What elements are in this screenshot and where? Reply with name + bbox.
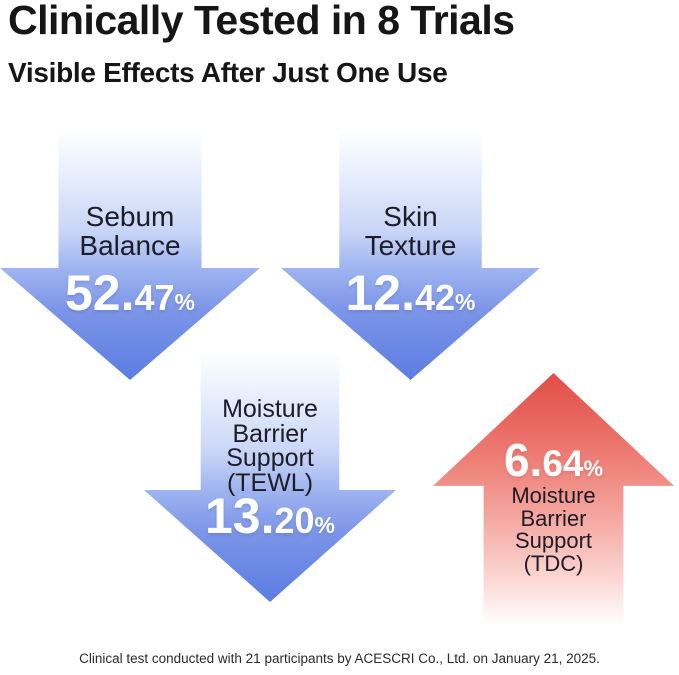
metric-value-decimal: 42 [415, 277, 456, 318]
metric-value-decimal: 47 [134, 277, 175, 318]
metric-label-line: Support [226, 444, 314, 472]
metric-label: Moisture Barrier Support (TDC) [433, 483, 674, 576]
metric-value-integer: 12. [345, 265, 415, 321]
metric-value: 52.47% [0, 268, 260, 318]
metric-value-decimal: 64 [542, 443, 584, 484]
percent-sign: % [583, 456, 604, 481]
percent-sign: % [314, 512, 335, 538]
metric-value: 6.64% [433, 437, 674, 483]
metric-value: 12.42% [281, 268, 540, 318]
metric-label-line: (TEWL) [226, 468, 314, 497]
metric-label-line: Texture [364, 230, 457, 261]
metric-label-line: Moisture [222, 395, 318, 423]
metric-value: 13.20% [144, 491, 396, 541]
metric-value-decimal: 20 [274, 500, 315, 541]
metric-label-line: (TDC) [523, 550, 584, 576]
metric-arrow-skin-texture: Skin Texture 12.42% [281, 130, 540, 380]
metric-label-line: Support [514, 528, 593, 553]
metric-label-line: Balance [79, 230, 181, 261]
metric-arrow-moisture-barrier-tdc: 6.64% Moisture Barrier Support (TDC) [433, 373, 674, 625]
metric-label-line: Barrier [232, 419, 308, 448]
metric-label: Moisture Barrier Support (TEWL) [144, 397, 396, 495]
metric-arrow-sebum-balance: Sebum Balance 52.47% [0, 130, 260, 380]
metric-arrow-moisture-barrier-tewl: Moisture Barrier Support (TEWL) 13.20% [144, 352, 396, 602]
metric-label: Skin Texture [281, 202, 540, 260]
metric-label: Sebum Balance [0, 202, 260, 260]
metric-label-line: Skin [383, 201, 438, 232]
percent-sign: % [455, 289, 476, 315]
clinical-test-footnote: Clinical test conducted with 21 particip… [79, 651, 600, 666]
metric-label-line: Sebum [85, 201, 175, 232]
metric-label-line: Moisture [511, 483, 596, 508]
metric-label-line: Barrier [520, 505, 587, 531]
page-subtitle: Visible Effects After Just One Use [8, 57, 448, 88]
percent-sign: % [174, 289, 195, 315]
metric-value-integer: 52. [64, 265, 135, 321]
metric-value-integer: 13. [204, 488, 275, 544]
metric-value-integer: 6. [503, 434, 543, 486]
page-title: Clinically Tested in 8 Trials [8, 0, 515, 43]
